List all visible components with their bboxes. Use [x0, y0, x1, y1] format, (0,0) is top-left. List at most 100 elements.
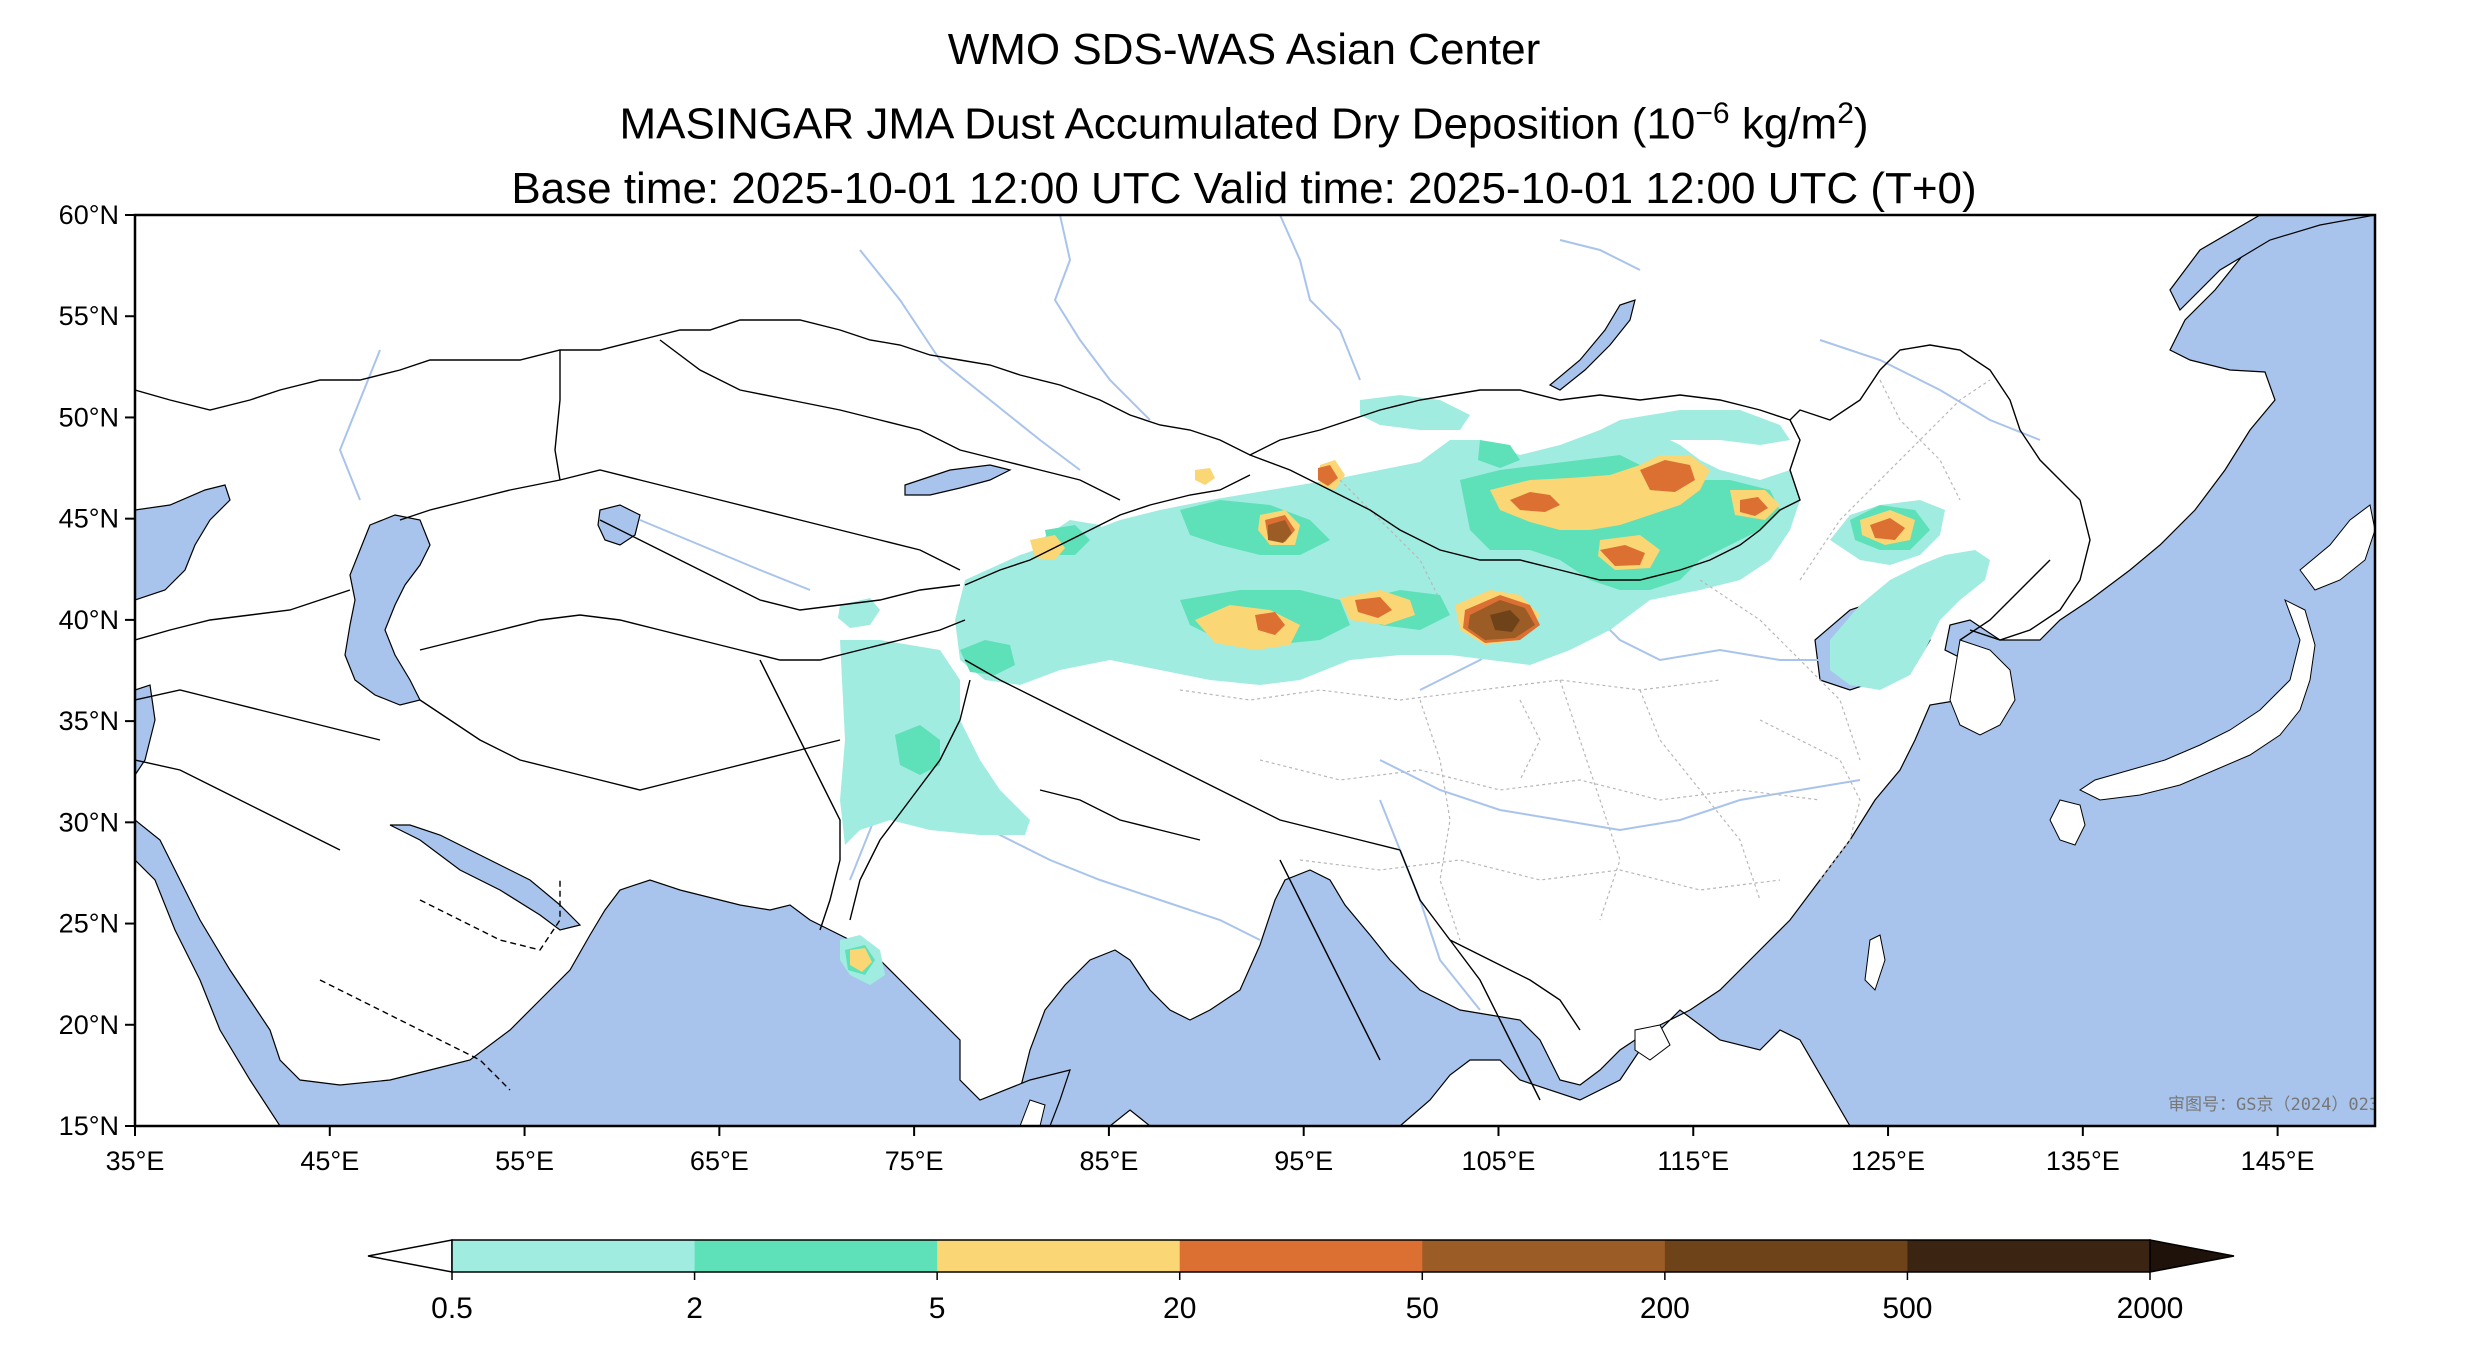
- dust-area-horqin: [1740, 497, 1768, 516]
- dust-area-chu-valley: [1318, 465, 1338, 486]
- title-close: ): [1853, 99, 1869, 149]
- ob-river: [1053, 215, 1151, 421]
- country-borders: [135, 319, 2091, 1101]
- border-russia-south: [135, 319, 2081, 501]
- colorbar-label: 5: [929, 1292, 946, 1325]
- hokkaido: [2299, 504, 2375, 591]
- caspian-sea: [344, 514, 431, 706]
- border-kazakhstan-russia: [659, 339, 1121, 501]
- border-turkey-iran: [135, 589, 351, 641]
- x-axis-ticks: 35°E 45°E 55°E 65°E 75°E 85°E 95°E 105°E 115°E 12…: [106, 1126, 2315, 1176]
- x-tick-label: 75°E: [885, 1146, 944, 1176]
- y-tick-label: 20°N: [59, 1010, 119, 1040]
- colorbar-segment: [1422, 1240, 1666, 1272]
- colorbar-label: 2000: [2117, 1292, 2184, 1325]
- y-tick-label: 50°N: [59, 402, 119, 432]
- border-central-asia-2: [419, 614, 966, 661]
- title-center-name: WMO SDS-WAS Asian Center: [947, 25, 1541, 74]
- arabian-sea: [135, 819, 1071, 1126]
- dust-area-gujarat-core: [850, 948, 872, 972]
- dust-area-kashgar: [960, 640, 1015, 675]
- province-boundaries: [1179, 379, 1991, 941]
- province-line-6: [1299, 859, 1781, 891]
- border-kazakhstan: [399, 469, 961, 571]
- border-china-mongolia: [1249, 419, 1801, 581]
- province-line-8: [1699, 579, 1861, 761]
- border-southeast-asia: [1399, 849, 1541, 1101]
- x-tick-label: 145°E: [2241, 1146, 2315, 1176]
- x-tick-label: 55°E: [495, 1146, 554, 1176]
- colorbar: 0.5 2 5 20 50 200 500 2000: [367, 1239, 2235, 1325]
- dust-area-lop-nur: [1255, 612, 1285, 635]
- sea-of-okhotsk: [2169, 215, 2375, 312]
- colorbar-label: 200: [1640, 1292, 1690, 1325]
- border-iran-afghanistan: [419, 699, 841, 791]
- y-tick-label: 60°N: [59, 200, 119, 230]
- colorbar-frame: [451, 1239, 2151, 1273]
- colorbar-segment: [1179, 1240, 1423, 1272]
- map-frame: [133, 213, 2377, 1128]
- province-line-2: [1419, 699, 1461, 941]
- black-sea: [135, 484, 231, 601]
- amur-river: [1819, 339, 2041, 441]
- dust-area-mongolia-east: [1620, 410, 1790, 445]
- border-kazakhstan-north: [554, 350, 561, 481]
- dust-area-ferghana: [838, 598, 880, 628]
- yangtze-river: [1379, 759, 1861, 832]
- dust-area-punjab: [895, 725, 940, 775]
- figure-title: WMO SDS-WAS Asian Center MASINGAR JMA Du…: [0, 18, 2488, 221]
- border-central-asia-1: [599, 519, 961, 611]
- dust-area-dunhuang: [1355, 597, 1392, 618]
- y-tick-label: 55°N: [59, 301, 119, 331]
- border-nepal: [1039, 789, 1201, 841]
- province-line-12: [1879, 379, 1961, 501]
- lake-balkhash: [904, 464, 1012, 496]
- y-tick-label: 35°N: [59, 706, 119, 736]
- kyushu: [2049, 799, 2086, 846]
- title-product-main: MASINGAR JMA Dust Accumulated Dry Deposi…: [619, 99, 1696, 149]
- x-tick-label: 135°E: [2046, 1146, 2120, 1176]
- dust-area-hami: [1268, 520, 1292, 543]
- province-line-10: [1519, 699, 1541, 781]
- colorbar-label: 20: [1163, 1292, 1196, 1325]
- mediterranean-sea: [135, 684, 156, 777]
- border-india-china: [964, 659, 1401, 851]
- colorbar-segment: [1664, 1240, 1908, 1272]
- colorbar-segment: [452, 1240, 696, 1272]
- colorbar-label: 50: [1406, 1292, 1439, 1325]
- colorbar-min-extend: [367, 1239, 453, 1273]
- x-tick-label: 35°E: [106, 1146, 165, 1176]
- province-line-7: [1799, 379, 1991, 581]
- dust-area-mu-us: [1600, 545, 1645, 566]
- x-tick-label: 45°E: [300, 1146, 359, 1176]
- dust-area-ejina-core: [1490, 610, 1520, 632]
- dust-area-bayankhongor: [1478, 440, 1520, 468]
- title-unit: kg/m: [1729, 99, 1838, 149]
- volga-river: [338, 349, 381, 501]
- persian-gulf: [389, 824, 582, 931]
- dust-area-fergana-valley: [1030, 535, 1065, 560]
- border-yemen-oman: [319, 979, 511, 1091]
- border-myanmar: [1279, 859, 1381, 1061]
- hainan: [1634, 1024, 1671, 1061]
- border-afghanistan-pakistan: [759, 659, 841, 931]
- colorbar-segment: [694, 1240, 938, 1272]
- title-exponent: −6: [1695, 97, 1730, 130]
- ganges-river: [989, 829, 1261, 941]
- dust-deposition-layer: [838, 395, 1990, 985]
- map-area: 审图号：GS京（2024）0236号: [135, 215, 2375, 1126]
- dust-area-hulunbuir: [1870, 518, 1905, 540]
- border-korea: [1959, 559, 2051, 641]
- pacific-ocean: [1014, 215, 2375, 1126]
- colorbar-segment: [937, 1240, 1181, 1272]
- lena-river: [1559, 239, 1641, 271]
- sri-lanka: [1019, 1099, 1046, 1126]
- colorbar-max-extend: [2149, 1239, 2235, 1273]
- japan-land: [1019, 504, 2375, 1126]
- dust-area-kazakh-steppe: [1195, 468, 1215, 485]
- dust-area-badain-jaran: [1510, 492, 1560, 512]
- border-china-west: [964, 474, 1251, 586]
- x-tick-label: 95°E: [1274, 1146, 1333, 1176]
- y-tick-label: 40°N: [59, 605, 119, 635]
